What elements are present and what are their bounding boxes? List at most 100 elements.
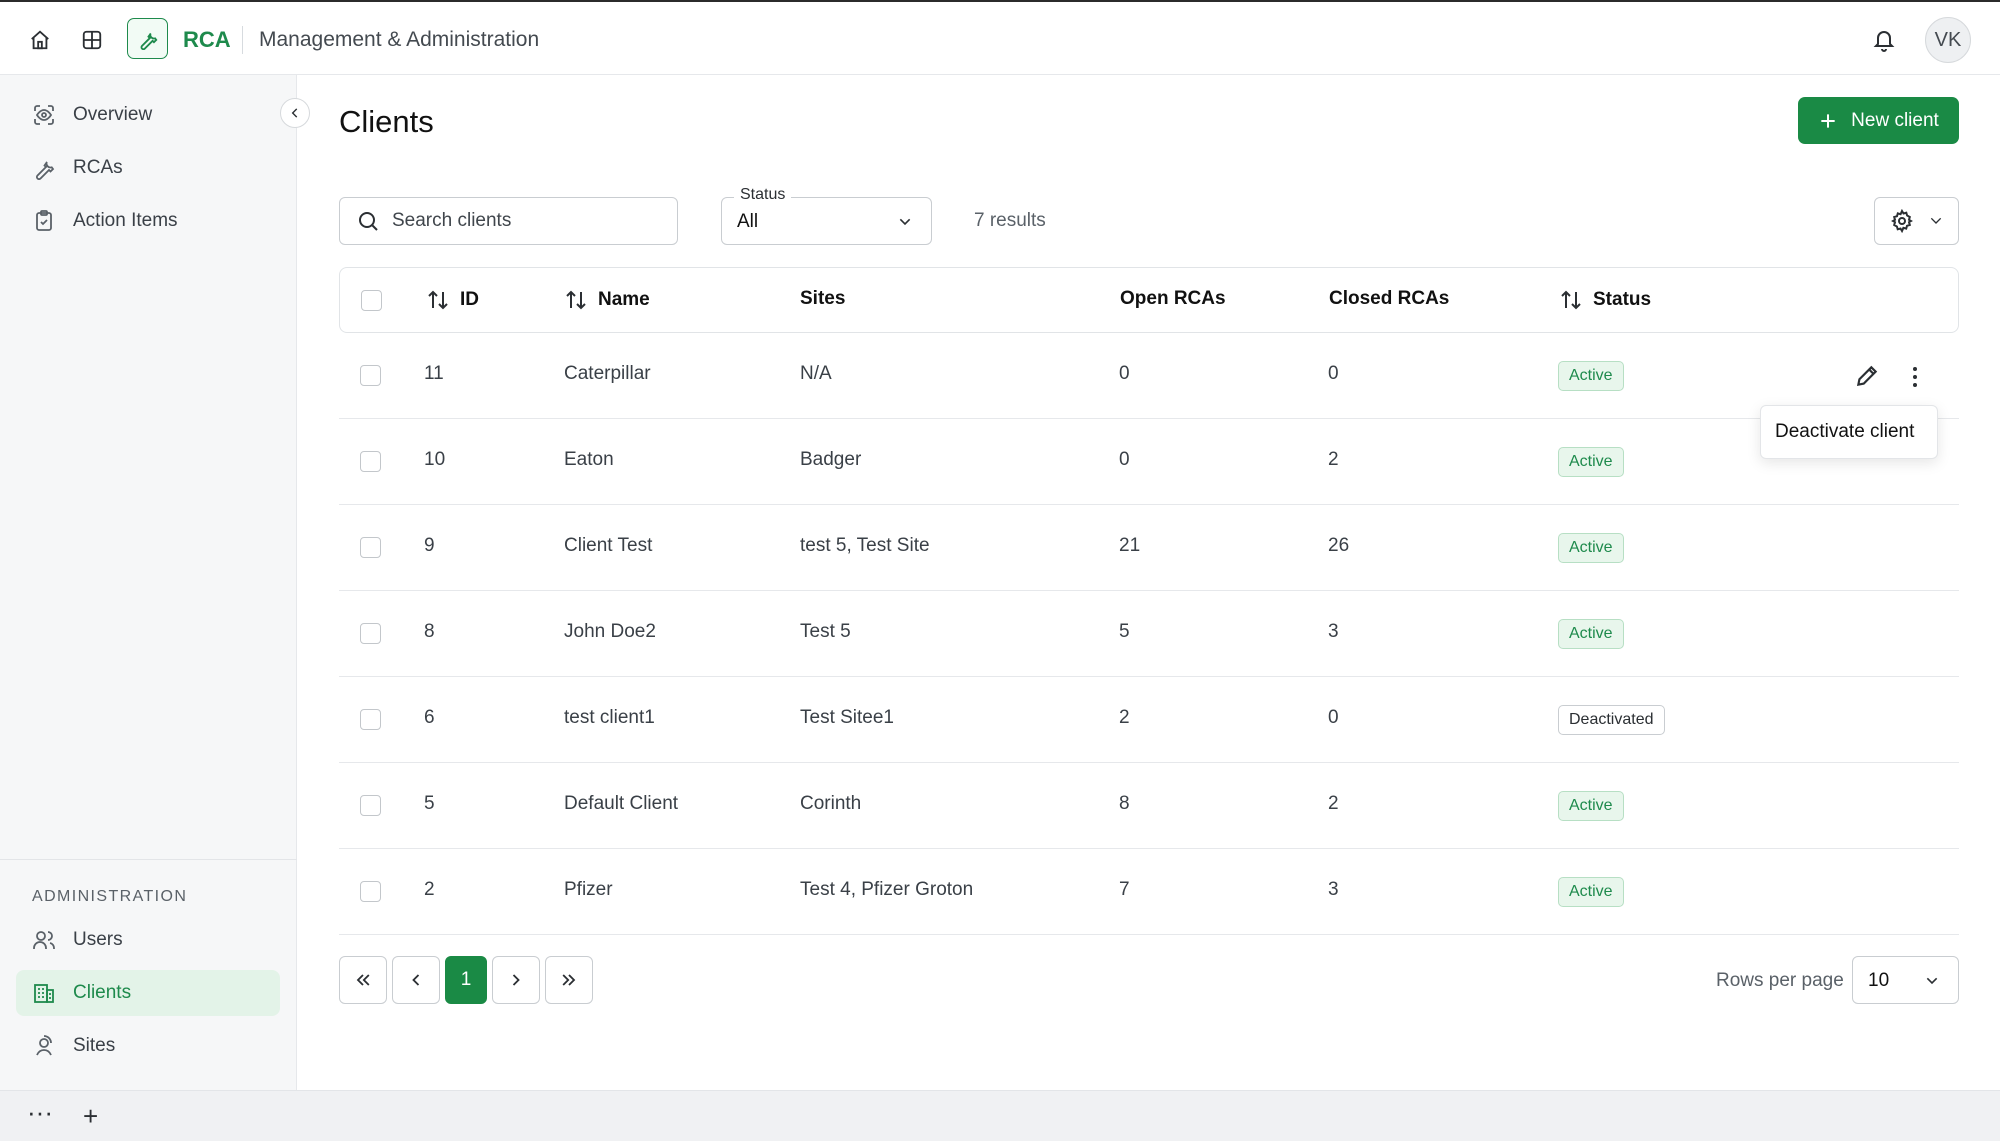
chevron-left-icon bbox=[291, 108, 298, 118]
chevrons-left-icon bbox=[356, 974, 370, 986]
table-header: ID Name Sites Open RCAs Closed RCAs Stat… bbox=[339, 267, 1959, 333]
grid-icon[interactable] bbox=[76, 24, 108, 56]
cell-id: 5 bbox=[424, 793, 435, 814]
table-row[interactable]: 2 Pfizer Test 4, Pfizer Groton 7 3 Activ… bbox=[339, 849, 1959, 935]
status-filter-select[interactable]: Status All bbox=[721, 186, 932, 245]
bell-icon[interactable] bbox=[1868, 24, 1900, 56]
row-checkbox[interactable] bbox=[360, 623, 381, 644]
previous-page-button[interactable] bbox=[392, 956, 440, 1004]
add-icon[interactable]: + bbox=[83, 1101, 99, 1131]
clients-table: ID Name Sites Open RCAs Closed RCAs Stat… bbox=[339, 267, 1959, 935]
column-header-id[interactable]: ID bbox=[426, 288, 479, 312]
avatar[interactable]: VK bbox=[1925, 17, 1971, 63]
rows-per-page-value: 10 bbox=[1868, 970, 1890, 991]
cell-id: 10 bbox=[424, 449, 446, 470]
cell-sites: Corinth bbox=[800, 793, 862, 814]
table-row[interactable]: 6 test client1 Test Sitee1 2 0 Deactivat… bbox=[339, 677, 1959, 763]
cell-name: John Doe2 bbox=[564, 621, 656, 642]
new-client-button-label: New client bbox=[1851, 109, 1939, 131]
chevrons-right-icon bbox=[562, 974, 576, 986]
status-filter-label: Status bbox=[734, 186, 792, 204]
app-name[interactable]: RCA bbox=[183, 27, 231, 52]
sidebar-item-users[interactable]: Users bbox=[16, 917, 280, 963]
chevron-right-icon bbox=[512, 974, 520, 986]
sidebar-item-action-items[interactable]: Action Items bbox=[16, 198, 280, 244]
row-checkbox[interactable] bbox=[360, 365, 381, 386]
cell-id: 2 bbox=[424, 879, 435, 900]
column-header-sites: Sites bbox=[800, 288, 846, 309]
cell-name: Client Test bbox=[564, 535, 653, 556]
cell-closed-rcas: 0 bbox=[1328, 363, 1339, 384]
eye-scan-icon bbox=[34, 105, 54, 125]
column-header-open-rcas: Open RCAs bbox=[1120, 288, 1226, 309]
status-badge: Active bbox=[1558, 361, 1624, 391]
cell-id: 9 bbox=[424, 535, 435, 556]
row-checkbox[interactable] bbox=[360, 537, 381, 558]
rows-per-page-select[interactable]: 10 bbox=[1852, 956, 1959, 1004]
status-badge: Active bbox=[1558, 533, 1624, 563]
bottom-bar: ··· + bbox=[0, 1090, 2000, 1141]
home-icon[interactable] bbox=[24, 24, 56, 56]
sidebar-item-label: Sites bbox=[73, 1035, 116, 1056]
cell-open-rcas: 7 bbox=[1119, 879, 1130, 900]
page-button-current[interactable]: 1 bbox=[445, 956, 487, 1004]
admin-section-label: ADMINISTRATION bbox=[32, 888, 188, 905]
search-input[interactable] bbox=[392, 210, 662, 232]
table-row[interactable]: 11 Caterpillar N/A 0 0 Active bbox=[339, 333, 1959, 419]
sidebar-item-label: Clients bbox=[73, 982, 132, 1003]
table-row[interactable]: 10 Eaton Badger 0 2 Active bbox=[339, 419, 1959, 505]
last-page-button[interactable] bbox=[545, 956, 593, 1004]
header-divider bbox=[242, 26, 243, 54]
more-horizontal-icon[interactable]: ··· bbox=[27, 1097, 53, 1127]
sidebar: Overview RCAs Action Items ADMINISTRATIO… bbox=[0, 75, 297, 1090]
table-row[interactable]: 9 Client Test test 5, Test Site 21 26 Ac… bbox=[339, 505, 1959, 591]
sidebar-item-clients[interactable]: Clients bbox=[16, 970, 280, 1016]
row-action-menu: Deactivate client bbox=[1760, 405, 1938, 459]
cell-closed-rcas: 3 bbox=[1328, 879, 1339, 900]
more-vertical-icon[interactable] bbox=[1906, 363, 1924, 391]
table-row[interactable]: 5 Default Client Corinth 8 2 Active bbox=[339, 763, 1959, 849]
next-page-button[interactable] bbox=[492, 956, 540, 1004]
app-logo-wrench-icon[interactable] bbox=[127, 18, 168, 59]
row-checkbox[interactable] bbox=[360, 709, 381, 730]
cell-id: 11 bbox=[424, 363, 444, 384]
row-checkbox[interactable] bbox=[360, 451, 381, 472]
sidebar-item-label: Action Items bbox=[73, 210, 178, 231]
row-checkbox[interactable] bbox=[360, 881, 381, 902]
deactivate-client-menu-item[interactable]: Deactivate client bbox=[1775, 421, 1915, 442]
first-page-button[interactable] bbox=[339, 956, 387, 1004]
new-client-button[interactable]: New client bbox=[1798, 97, 1959, 144]
edit-pencil-icon[interactable] bbox=[1854, 363, 1882, 391]
search-box[interactable] bbox=[339, 197, 678, 245]
wrench-icon bbox=[36, 161, 55, 180]
select-all-checkbox[interactable] bbox=[361, 290, 382, 311]
cell-open-rcas: 0 bbox=[1119, 449, 1130, 470]
column-header-status[interactable]: Status bbox=[1559, 288, 1651, 312]
search-icon bbox=[359, 212, 378, 231]
column-header-name[interactable]: Name bbox=[564, 288, 650, 312]
sort-icon bbox=[1561, 290, 1581, 310]
section-title: Management & Administration bbox=[259, 28, 540, 51]
status-badge: Active bbox=[1558, 791, 1624, 821]
cell-sites: Test Sitee1 bbox=[800, 707, 894, 728]
results-count: 7 results bbox=[974, 210, 1046, 231]
sort-icon bbox=[566, 290, 586, 310]
column-settings-button[interactable] bbox=[1874, 197, 1959, 245]
cell-open-rcas: 2 bbox=[1119, 707, 1130, 728]
row-checkbox[interactable] bbox=[360, 795, 381, 816]
sidebar-item-label: Overview bbox=[73, 104, 153, 125]
sidebar-item-overview[interactable]: Overview bbox=[16, 92, 280, 138]
collapse-sidebar-button[interactable] bbox=[280, 98, 310, 128]
table-row[interactable]: 8 John Doe2 Test 5 5 3 Active bbox=[339, 591, 1959, 677]
status-badge: Active bbox=[1558, 447, 1624, 477]
sidebar-item-label: RCAs bbox=[73, 157, 123, 178]
sidebar-item-rcas[interactable]: RCAs bbox=[16, 145, 280, 191]
cell-name: Caterpillar bbox=[564, 363, 651, 384]
cell-sites: Test 5 bbox=[800, 621, 851, 642]
cell-id: 8 bbox=[424, 621, 435, 642]
status-badge: Deactivated bbox=[1558, 705, 1665, 735]
chevron-down-icon bbox=[1926, 977, 1938, 985]
rows-per-page-label: Rows per page bbox=[1716, 970, 1844, 991]
building-icon bbox=[34, 984, 54, 1003]
sidebar-item-sites[interactable]: Sites bbox=[16, 1023, 280, 1069]
